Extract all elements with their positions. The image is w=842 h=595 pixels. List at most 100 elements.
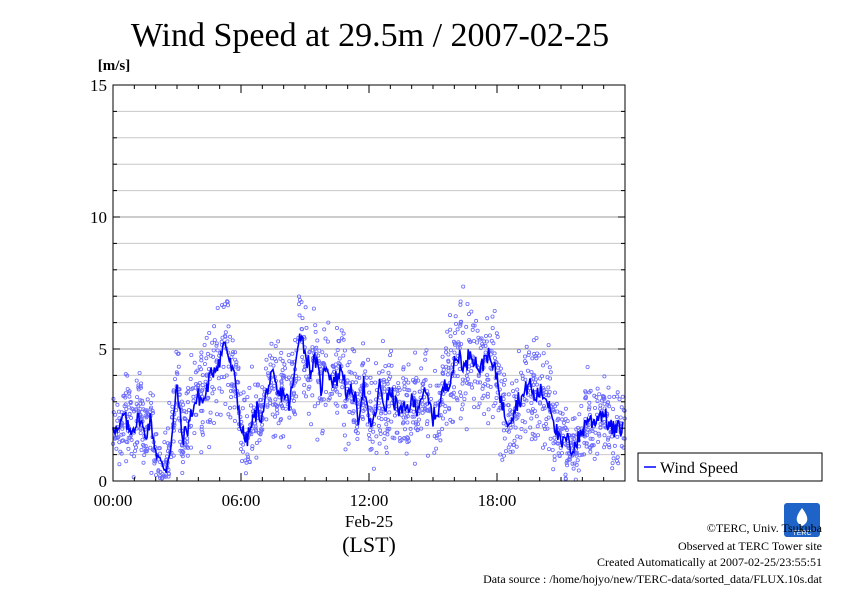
scatter-point <box>570 416 575 421</box>
scatter-point <box>558 410 563 415</box>
scatter-point <box>275 411 280 416</box>
scatter-point <box>127 394 132 399</box>
scatter-point <box>229 395 234 400</box>
scatter-point <box>469 309 474 314</box>
scatter-point <box>214 341 219 346</box>
scatter-point <box>484 339 489 344</box>
scatter-point <box>619 444 624 449</box>
scatter-point <box>322 327 327 332</box>
scatter-point <box>382 431 387 436</box>
scatter-point <box>501 382 506 387</box>
scatter-point <box>606 435 611 440</box>
scatter-point <box>590 443 595 448</box>
scatter-point <box>587 405 592 410</box>
scatter-point <box>219 389 224 394</box>
scatter-point <box>544 421 549 426</box>
scatter-point <box>602 445 607 450</box>
scatter-point <box>474 340 479 345</box>
scatter-point <box>312 404 317 409</box>
scatter-point <box>320 428 325 433</box>
scatter-point <box>282 374 287 379</box>
scatter-point <box>552 435 557 440</box>
scatter-point <box>386 370 391 375</box>
scatter-point <box>486 421 491 426</box>
scatter-point <box>182 409 187 414</box>
scatter-point <box>162 440 167 445</box>
scatter-point <box>292 412 297 417</box>
scatter-point <box>452 350 457 355</box>
scatter-point <box>223 401 228 406</box>
y-tick-label: 0 <box>99 472 108 491</box>
scatter-point <box>266 371 271 376</box>
scatter-point <box>141 444 146 449</box>
scatter-point <box>512 394 517 399</box>
scatter-point <box>485 316 490 321</box>
scatter-point <box>530 356 535 361</box>
scatter-point <box>524 360 529 365</box>
scatter-point <box>409 431 414 436</box>
scatter-point <box>121 432 126 437</box>
scatter-point <box>538 400 543 405</box>
scatter-point <box>390 435 395 440</box>
scatter-point <box>404 392 409 397</box>
scatter-point <box>618 415 623 420</box>
scatter-point <box>370 439 375 444</box>
scatter-point <box>534 356 539 361</box>
scatter-point <box>498 366 503 371</box>
credit-site: Observed at TERC Tower site <box>678 539 822 553</box>
scatter-point <box>508 442 513 447</box>
scatter-point <box>385 381 390 386</box>
scatter-point <box>548 370 553 375</box>
scatter-point <box>550 447 555 452</box>
scatter-point <box>386 377 391 382</box>
scatter-point <box>314 345 319 350</box>
scatter-point <box>383 364 388 369</box>
scatter-point <box>353 380 358 385</box>
scatter-point <box>140 437 145 442</box>
scatter-point <box>289 361 294 366</box>
scatter-point <box>385 426 390 431</box>
scatter-point <box>231 350 236 355</box>
scatter-point <box>537 420 542 425</box>
scatter-point <box>345 363 350 368</box>
scatter-point <box>546 385 551 390</box>
scatter-point <box>405 435 410 440</box>
scatter-point <box>134 440 139 445</box>
scatter-point <box>268 362 273 367</box>
scatter-point <box>406 380 411 385</box>
scatter-point <box>425 453 430 458</box>
scatter-point <box>610 461 615 466</box>
scatter-point <box>280 358 285 363</box>
scatter-point <box>420 381 425 386</box>
scatter-point <box>584 441 589 446</box>
scatter-point <box>511 389 516 394</box>
scatter-point <box>590 428 595 433</box>
scatter-point <box>218 412 223 417</box>
scatter-point <box>291 408 296 413</box>
scatter-point <box>179 443 184 448</box>
scatter-point <box>335 347 340 352</box>
scatter-point <box>125 387 130 392</box>
scatter-point <box>570 435 575 440</box>
scatter-point <box>138 401 143 406</box>
scatter-point <box>420 402 425 407</box>
scatter-point <box>401 420 406 425</box>
scatter-point <box>452 342 457 347</box>
scatter-point <box>412 461 417 466</box>
scatter-point <box>362 407 367 412</box>
scatter-point <box>502 436 507 441</box>
scatter-point <box>413 350 418 355</box>
scatter-point <box>406 362 411 367</box>
scatter-point <box>388 353 393 358</box>
scatter-point <box>128 400 133 405</box>
scatter-point <box>532 433 537 438</box>
scatter-point <box>384 379 389 384</box>
scatter-point <box>497 370 502 375</box>
scatter-point <box>377 370 382 375</box>
scatter-point <box>340 385 345 390</box>
scatter-point <box>192 360 197 365</box>
scatter-point <box>532 408 537 413</box>
scatter-point <box>533 380 538 385</box>
scatter-point <box>200 383 205 388</box>
scatter-point <box>455 327 460 332</box>
